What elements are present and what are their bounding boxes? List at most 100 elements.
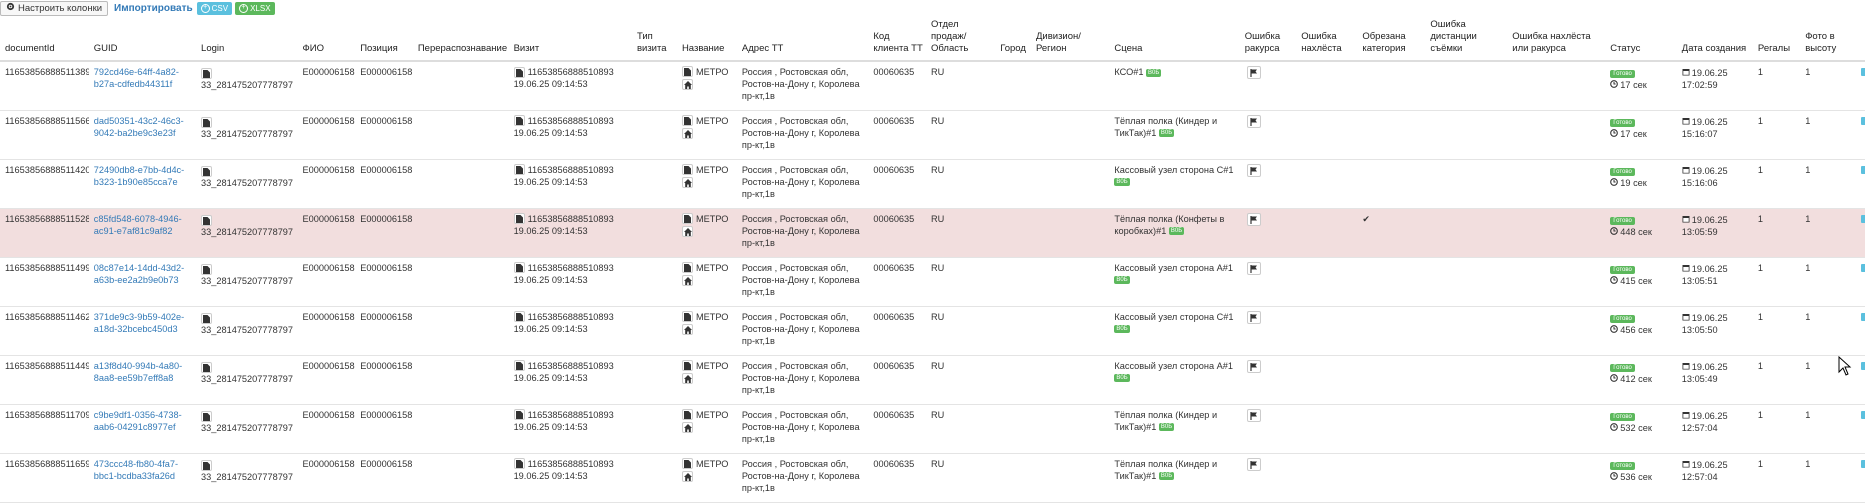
column-header[interactable]: Сцена	[1109, 16, 1240, 62]
column-header[interactable]: Адрес ТТ	[736, 16, 869, 62]
document-icon[interactable]	[513, 409, 525, 421]
document-icon[interactable]	[201, 165, 213, 177]
guid-link[interactable]: dad50351-43c2-46c3-9042-ba2be9c3e23f	[93, 115, 184, 138]
document-icon[interactable]	[513, 262, 525, 274]
flag-icon[interactable]	[1246, 359, 1261, 373]
home-icon[interactable]	[681, 225, 693, 237]
guid-link[interactable]: 473ccc48-fb80-4fa7-bbc1-bcdba33fa26d	[93, 458, 179, 481]
document-icon[interactable]	[513, 164, 525, 176]
flag-icon[interactable]	[1246, 408, 1261, 422]
column-header[interactable]: Ошибка ракурса	[1239, 16, 1297, 62]
document-icon[interactable]	[681, 310, 693, 322]
row-action-tab[interactable]	[1861, 361, 1865, 370]
flag-icon[interactable]	[1246, 457, 1261, 471]
document-icon[interactable]	[681, 114, 693, 126]
guid-link[interactable]: 371de9c3-9b59-402e-a18d-32bcebc450d3	[93, 311, 185, 334]
table-row[interactable]: 11653856888511659 473ccc48-fb80-4fa7-bbc…	[0, 453, 1865, 503]
document-icon[interactable]	[201, 214, 213, 226]
document-id-cell: 11653856888511709	[0, 404, 89, 454]
document-icon[interactable]	[201, 459, 213, 471]
export-csv-button[interactable]: + CSV	[196, 1, 233, 15]
document-icon[interactable]	[681, 261, 693, 273]
home-icon[interactable]	[681, 274, 693, 286]
flag-icon[interactable]	[1246, 163, 1261, 177]
document-icon[interactable]	[681, 66, 693, 77]
column-header[interactable]: ФИО	[297, 16, 356, 62]
table-row[interactable]: 11653856888511449 a13f8d40-994b-4a80-8aa…	[0, 355, 1865, 405]
table-row[interactable]: 11653856888511389 792cd46e-64ff-4a82-b27…	[0, 61, 1865, 111]
document-icon[interactable]	[681, 408, 693, 420]
guid-link[interactable]: c9be9df1-0356-4738-aab6-04291c8977ef	[93, 409, 182, 432]
row-action-tab[interactable]	[1861, 263, 1865, 272]
column-header[interactable]: Ошибка нахлёста или ракурса	[1507, 16, 1606, 62]
guid-link[interactable]: 08c87e14-14dd-43d2-a63b-ee2a2b9e0b73	[93, 262, 185, 285]
column-header[interactable]: Login	[196, 16, 298, 62]
export-xlsx-button[interactable]: + XLSX	[235, 1, 275, 15]
document-icon[interactable]	[201, 361, 213, 373]
column-header[interactable]: documentId	[0, 16, 89, 62]
column-header[interactable]: Визит	[508, 16, 632, 62]
document-icon[interactable]	[681, 457, 693, 469]
column-header[interactable]: Фото в высоту	[1800, 16, 1865, 62]
column-header[interactable]: Код клиента ТТ	[868, 16, 927, 62]
document-icon[interactable]	[201, 68, 213, 79]
guid-link[interactable]: 792cd46e-64ff-4a82-b27a-cdfedb44311f	[93, 67, 179, 90]
column-header[interactable]: Город	[995, 16, 1031, 62]
document-icon[interactable]	[513, 66, 525, 78]
document-icon[interactable]	[681, 212, 693, 224]
document-icon[interactable]	[201, 263, 213, 275]
flag-icon[interactable]	[1246, 261, 1261, 275]
row-action-tab[interactable]	[1861, 410, 1865, 419]
document-icon[interactable]	[513, 458, 525, 470]
flag-icon[interactable]	[1246, 310, 1261, 324]
table-row[interactable]: 11653856888511566 dad50351-43c2-46c3-904…	[0, 110, 1865, 160]
column-header[interactable]: Обрезана категория	[1357, 16, 1426, 62]
flag-icon[interactable]	[1246, 66, 1261, 79]
column-header[interactable]: Перераспознавание	[412, 16, 509, 62]
column-header[interactable]: GUID	[88, 16, 197, 62]
table-row[interactable]: 11653856888511462 371de9c3-9b59-402e-a18…	[0, 306, 1865, 356]
document-icon[interactable]	[201, 116, 213, 128]
row-action-tab[interactable]	[1861, 459, 1865, 468]
document-icon[interactable]	[201, 410, 213, 422]
document-icon[interactable]	[513, 311, 525, 323]
home-icon[interactable]	[681, 79, 693, 90]
column-header[interactable]: Название	[676, 16, 737, 62]
home-icon[interactable]	[681, 372, 693, 384]
document-icon[interactable]	[681, 359, 693, 371]
table-row[interactable]: 11653856888511420 72490db8-e7bb-4d4c-b32…	[0, 159, 1865, 209]
row-action-tab[interactable]	[1861, 165, 1865, 174]
column-header[interactable]: Отдел продаж/ Область	[926, 16, 996, 62]
column-header[interactable]: Тип визита	[631, 16, 677, 62]
row-action-tab[interactable]	[1861, 68, 1865, 76]
table-row[interactable]: 11653856888511709 c9be9df1-0356-4738-aab…	[0, 404, 1865, 454]
column-header[interactable]: Статус	[1605, 16, 1677, 62]
document-icon[interactable]	[513, 360, 525, 372]
home-icon[interactable]	[681, 323, 693, 335]
column-header[interactable]: Дата создания	[1676, 16, 1753, 62]
column-header[interactable]: Регалы	[1752, 16, 1801, 62]
home-icon[interactable]	[681, 127, 693, 139]
flag-icon[interactable]	[1246, 114, 1261, 128]
guid-link[interactable]: c85fd548-6078-4946-ac91-e7af81c9af82	[93, 213, 182, 236]
home-icon[interactable]	[681, 176, 693, 188]
column-header[interactable]: Ошибка дистанции съёмки	[1425, 16, 1508, 62]
guid-link[interactable]: 72490db8-e7bb-4d4c-b323-1b90e85cca7e	[93, 164, 185, 187]
column-header[interactable]: Ошибка нахлёста	[1296, 16, 1358, 62]
table-row[interactable]: 11653856888511528 c85fd548-6078-4946-ac9…	[0, 208, 1865, 258]
row-action-tab[interactable]	[1861, 116, 1865, 125]
document-icon[interactable]	[513, 213, 525, 225]
document-icon[interactable]	[513, 115, 525, 127]
guid-link[interactable]: a13f8d40-994b-4a80-8aa8-ee59b7eff8a8	[93, 360, 183, 383]
document-icon[interactable]	[681, 163, 693, 175]
configure-columns-button[interactable]: Настроить колонки	[0, 0, 109, 16]
flag-icon[interactable]	[1246, 212, 1261, 226]
home-icon[interactable]	[681, 470, 693, 482]
row-action-tab[interactable]	[1861, 312, 1865, 321]
row-action-tab[interactable]	[1861, 214, 1865, 223]
column-header[interactable]: Позиция	[355, 16, 413, 62]
document-icon[interactable]	[201, 312, 213, 324]
home-icon[interactable]	[681, 421, 693, 433]
table-row[interactable]: 11653856888511499 08c87e14-14dd-43d2-a63…	[0, 257, 1865, 307]
column-header[interactable]: Дивизион/ Регион	[1030, 16, 1110, 62]
